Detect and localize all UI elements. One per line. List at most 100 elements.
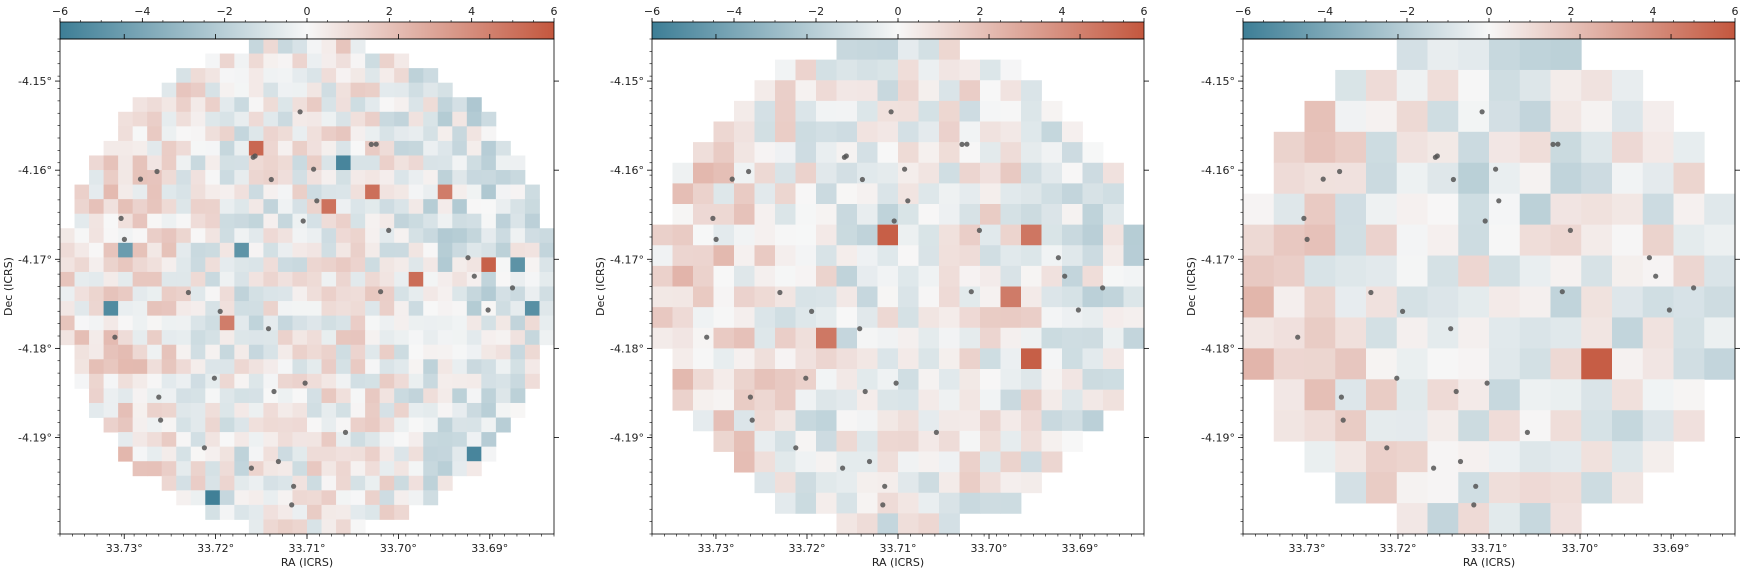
heatmap-cell <box>263 53 279 69</box>
heatmap-cell <box>1489 69 1521 102</box>
heatmap-cell <box>672 307 694 329</box>
heatmap-cell <box>394 475 410 491</box>
heatmap-cell <box>775 348 796 370</box>
heatmap-cell <box>524 213 540 229</box>
heatmap-cell <box>481 228 497 244</box>
heatmap-cell <box>495 388 511 404</box>
heatmap-cell <box>234 228 250 244</box>
x-tick-label: 33.71° <box>289 542 326 555</box>
heatmap-cell <box>1642 317 1674 349</box>
heatmap-cell <box>437 432 453 448</box>
heatmap-cell <box>423 68 439 84</box>
heatmap-cell <box>877 121 899 143</box>
heatmap-cell <box>263 228 279 244</box>
heatmap-cell <box>1123 245 1145 267</box>
heatmap-cell <box>1581 410 1613 442</box>
x-axis: 33.73° 33.72° 33.71° 33.70° 33.69°RA (ICRS) <box>1242 34 1736 569</box>
heatmap-cell <box>466 446 482 462</box>
heatmap-cell <box>452 286 468 302</box>
heatmap-cell <box>103 140 119 156</box>
heatmap-cell <box>437 315 453 331</box>
heatmap-cell <box>132 184 148 200</box>
heatmap-cell <box>1519 100 1551 133</box>
heatmap-cell <box>103 402 119 418</box>
heatmap-cell <box>495 242 511 258</box>
heatmap-cell <box>336 402 351 418</box>
heatmap-cell <box>408 199 424 215</box>
heatmap-cell <box>510 213 526 229</box>
heatmap-cell <box>1062 389 1083 411</box>
heatmap-cell <box>466 199 482 215</box>
heatmap-cell <box>176 359 192 375</box>
heatmap-cell <box>795 142 817 164</box>
heatmap-cell <box>234 490 250 506</box>
heatmap-cell <box>1021 183 1042 205</box>
heatmap-cell <box>1041 369 1063 391</box>
heatmap-cell <box>816 410 837 432</box>
heatmap-cell <box>1243 317 1275 349</box>
heatmap-cell <box>795 472 817 494</box>
heatmap-cell <box>452 373 468 389</box>
heatmap-cell <box>452 432 468 448</box>
heatmap-cell <box>336 388 351 404</box>
heatmap-cell <box>365 184 381 200</box>
heatmap-cell <box>277 155 293 171</box>
heatmap-cell <box>1550 410 1582 442</box>
heatmap-cell <box>437 82 453 98</box>
heatmap-cell <box>176 126 192 142</box>
heatmap-cell <box>365 344 381 360</box>
heatmap-cell <box>190 97 206 113</box>
heatmap-cell <box>481 126 497 142</box>
heatmap-cell <box>190 155 206 171</box>
heatmap-cell <box>350 315 366 331</box>
heatmap-cell <box>1396 39 1428 71</box>
heatmap-cell <box>321 417 337 433</box>
heatmap-cell <box>379 184 395 200</box>
heatmap-cell <box>495 170 511 185</box>
heatmap-cell <box>408 475 424 491</box>
heatmap-cell <box>277 111 293 127</box>
heatmap-cell <box>234 68 250 84</box>
heatmap-cell <box>118 257 134 273</box>
heatmap-cell <box>980 389 1001 411</box>
heatmap-cell <box>132 461 148 477</box>
heatmap-cell <box>1366 224 1398 256</box>
heatmap-cell <box>1612 317 1644 349</box>
heatmap-cell <box>394 344 410 360</box>
heatmap-cell <box>365 68 381 84</box>
heatmap-cell <box>394 68 410 84</box>
heatmap-cell <box>263 461 279 477</box>
heatmap-cell <box>1704 317 1736 349</box>
heatmap-cell <box>918 39 940 61</box>
heatmap-cell <box>408 170 424 185</box>
heatmap-cell <box>1642 162 1674 195</box>
heatmap-cell <box>1489 348 1521 380</box>
heatmap-cell <box>1273 193 1305 226</box>
heatmap-cell <box>219 213 235 229</box>
heatmap-cell <box>959 162 981 184</box>
source-marker <box>1320 176 1326 182</box>
heatmap-cell <box>1642 441 1674 473</box>
heatmap-cell <box>408 315 424 331</box>
heatmap-cell <box>176 97 192 113</box>
heatmap-cell <box>234 359 250 375</box>
heatmap-cell <box>959 327 981 349</box>
heatmap-cell <box>118 330 134 346</box>
heatmap-cell <box>292 301 308 317</box>
heatmap-cell <box>1000 369 1022 391</box>
source-marker <box>156 394 162 400</box>
heatmap-cell <box>307 504 322 520</box>
heatmap-cell <box>877 451 899 473</box>
heatmap-cell <box>437 344 453 360</box>
heatmap-cell <box>452 344 468 360</box>
heatmap-cell <box>234 184 250 200</box>
heatmap-cell <box>1021 224 1042 246</box>
heatmap-cell <box>437 213 453 229</box>
heatmap-cell <box>1103 245 1124 267</box>
heatmap-cell <box>775 410 796 432</box>
x-tick-label: 33.70° <box>380 542 417 555</box>
heatmap-cell <box>980 430 1001 452</box>
heatmap-cell <box>176 446 192 462</box>
heatmap-cell <box>408 301 424 317</box>
heatmap-cell <box>350 184 366 200</box>
